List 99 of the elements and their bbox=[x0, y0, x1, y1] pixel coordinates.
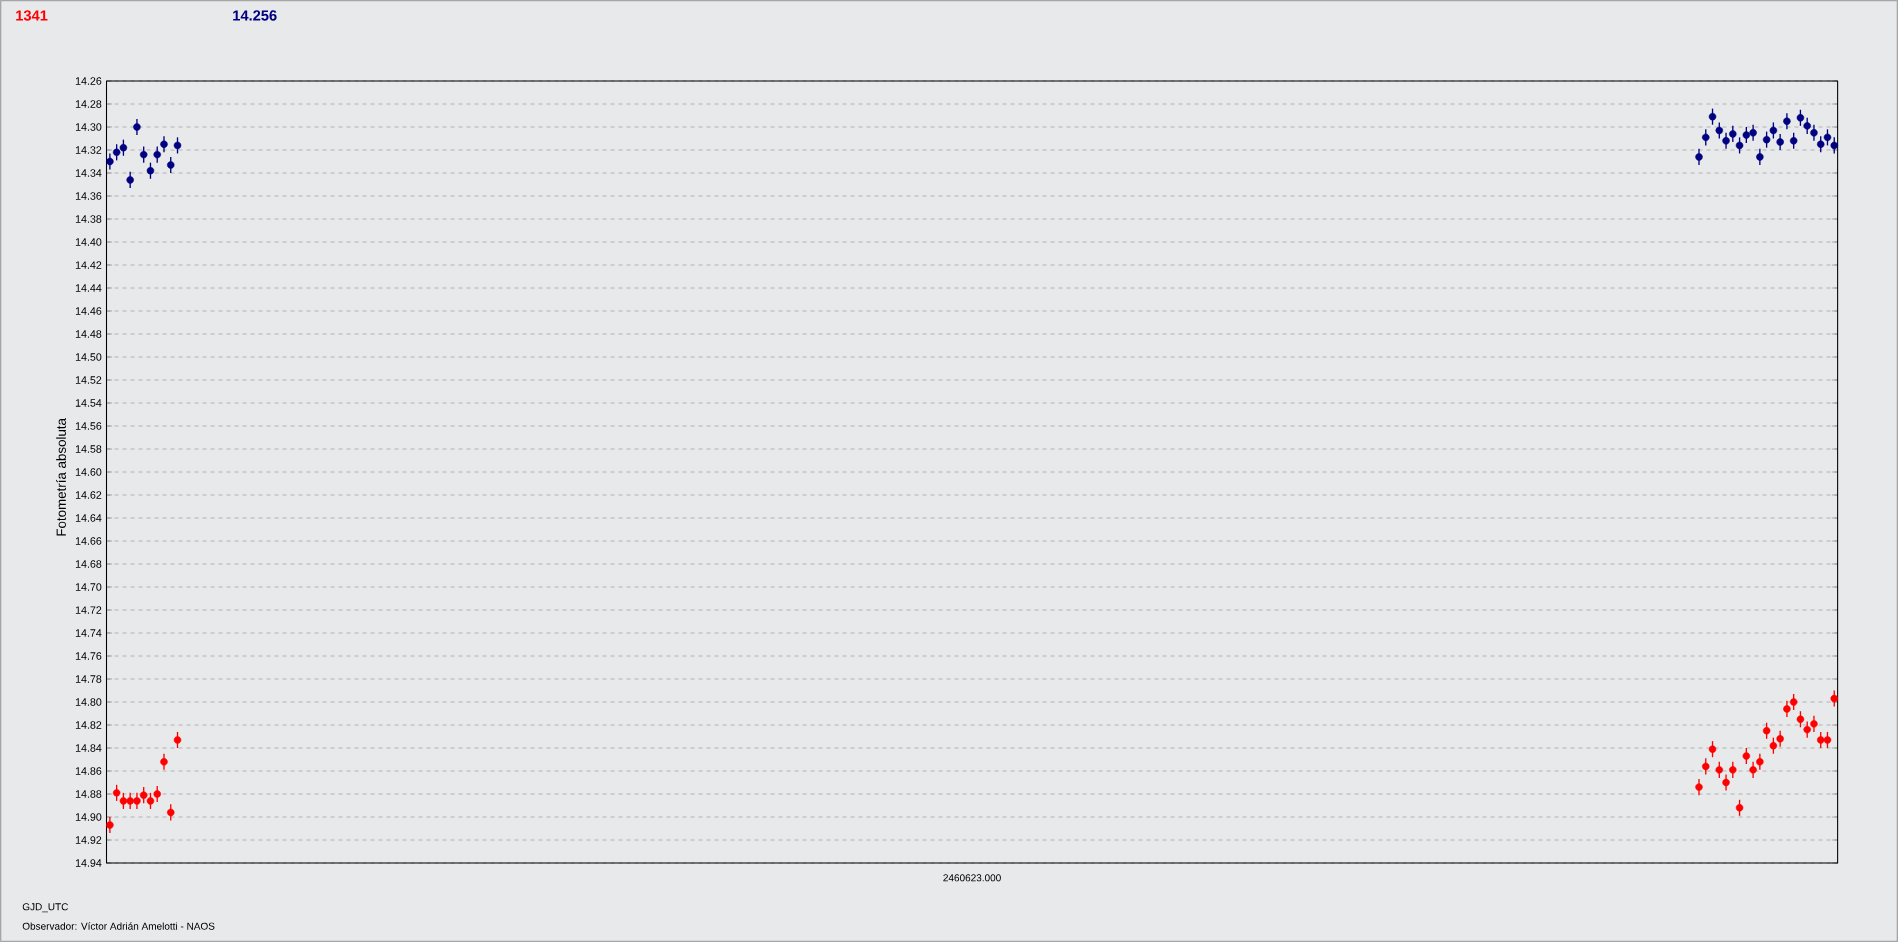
point bbox=[1803, 725, 1811, 734]
y-tick-label: 14.44 bbox=[75, 284, 102, 292]
point bbox=[1803, 122, 1811, 130]
text: 2460623.000 bbox=[943, 874, 1001, 882]
point bbox=[160, 758, 168, 766]
point bbox=[1695, 153, 1703, 161]
y-tick-label: 14.68 bbox=[75, 560, 102, 568]
point bbox=[126, 176, 134, 184]
point bbox=[1789, 137, 1798, 145]
point bbox=[167, 808, 175, 817]
point bbox=[1715, 126, 1724, 135]
point bbox=[112, 148, 121, 157]
point bbox=[1729, 766, 1737, 774]
y-tick-label: 14.80 bbox=[75, 698, 102, 706]
y-tick-label: 14.74 bbox=[75, 629, 102, 637]
point bbox=[1756, 758, 1764, 766]
point bbox=[153, 790, 161, 798]
y-tick-label: 14.82 bbox=[75, 721, 102, 729]
y-tick-label: 14.78 bbox=[75, 675, 102, 683]
point bbox=[1796, 715, 1805, 723]
point bbox=[173, 141, 182, 150]
y-tick-label: 14.62 bbox=[75, 491, 102, 499]
x-axis-title: GJD_UTC bbox=[22, 903, 68, 913]
point bbox=[133, 797, 141, 805]
y-tick-label: 14.88 bbox=[75, 790, 102, 798]
point bbox=[133, 123, 141, 131]
y-tick-label: 14.40 bbox=[75, 238, 102, 246]
point bbox=[1702, 762, 1710, 771]
point bbox=[1702, 133, 1710, 142]
point bbox=[1830, 694, 1838, 703]
point bbox=[1695, 783, 1703, 791]
point bbox=[106, 821, 114, 829]
point bbox=[1729, 130, 1737, 138]
point bbox=[160, 140, 168, 148]
point bbox=[1789, 698, 1798, 706]
point bbox=[1708, 745, 1717, 753]
text: 1341 bbox=[16, 10, 48, 21]
y-tick-label: 14.58 bbox=[75, 445, 102, 453]
y-tick-label: 14.60 bbox=[75, 468, 102, 476]
point bbox=[1776, 138, 1784, 146]
point bbox=[1715, 766, 1724, 774]
point bbox=[1776, 735, 1784, 743]
point bbox=[1722, 137, 1730, 145]
point bbox=[1762, 135, 1771, 144]
point bbox=[1796, 114, 1805, 122]
point bbox=[1756, 153, 1764, 161]
point bbox=[1742, 752, 1751, 760]
point bbox=[1830, 141, 1838, 150]
point bbox=[139, 150, 148, 159]
y-tick-label: 14.94 bbox=[75, 859, 102, 867]
point bbox=[1735, 141, 1744, 150]
point bbox=[1749, 766, 1757, 774]
point bbox=[106, 157, 114, 166]
y-tick-label: 14.30 bbox=[75, 123, 102, 131]
y-tick-label: 14.72 bbox=[75, 606, 102, 614]
point bbox=[1708, 112, 1717, 121]
point bbox=[126, 797, 134, 805]
point bbox=[1823, 736, 1832, 744]
y-tick-label: 14.64 bbox=[75, 514, 102, 522]
y-tick-label: 14.70 bbox=[75, 583, 102, 591]
point bbox=[1769, 126, 1778, 135]
y-tick-label: 14.34 bbox=[75, 169, 102, 177]
y-tick-label: 14.48 bbox=[75, 330, 102, 338]
y-tick-label: 14.50 bbox=[75, 353, 102, 361]
y-tick-label: 14.86 bbox=[75, 767, 102, 775]
y-tick-label: 14.36 bbox=[75, 192, 102, 200]
point bbox=[1722, 778, 1730, 787]
y-tick-label: 14.28 bbox=[75, 100, 102, 108]
point bbox=[1762, 727, 1771, 735]
y-tick-label: 14.54 bbox=[75, 399, 102, 407]
y-tick-label: 14.32 bbox=[75, 146, 102, 154]
y-tick-label: 14.90 bbox=[75, 813, 102, 821]
y-tick-label: 14.76 bbox=[75, 652, 102, 660]
point bbox=[146, 166, 155, 175]
point bbox=[112, 789, 121, 797]
point bbox=[1816, 140, 1825, 148]
y-tick-label: 14.26 bbox=[75, 77, 102, 85]
point bbox=[173, 736, 182, 744]
point bbox=[167, 161, 175, 169]
point bbox=[1810, 720, 1818, 728]
point bbox=[1810, 129, 1818, 137]
point bbox=[1783, 117, 1791, 125]
y-axis-title: Fotometría absoluta bbox=[55, 418, 66, 536]
text: 14.256 bbox=[233, 10, 277, 21]
point bbox=[1735, 804, 1744, 812]
y-tick-label: 14.38 bbox=[75, 215, 102, 223]
y-tick-label: 14.52 bbox=[75, 376, 102, 384]
y-tick-label: 14.84 bbox=[75, 744, 102, 752]
point bbox=[153, 150, 161, 159]
y-tick-label: 14.46 bbox=[75, 307, 102, 315]
point bbox=[119, 797, 128, 805]
y-tick-label: 14.66 bbox=[75, 537, 102, 545]
y-tick-label: 14.92 bbox=[75, 836, 102, 844]
point bbox=[1783, 705, 1791, 713]
point bbox=[1816, 736, 1825, 744]
y-tick-label: 14.42 bbox=[75, 261, 102, 269]
text: Observador: Víctor Adrián Amelotti - NAOS bbox=[22, 922, 215, 930]
y-tick-label: 14.56 bbox=[75, 422, 102, 430]
point bbox=[1749, 129, 1757, 137]
